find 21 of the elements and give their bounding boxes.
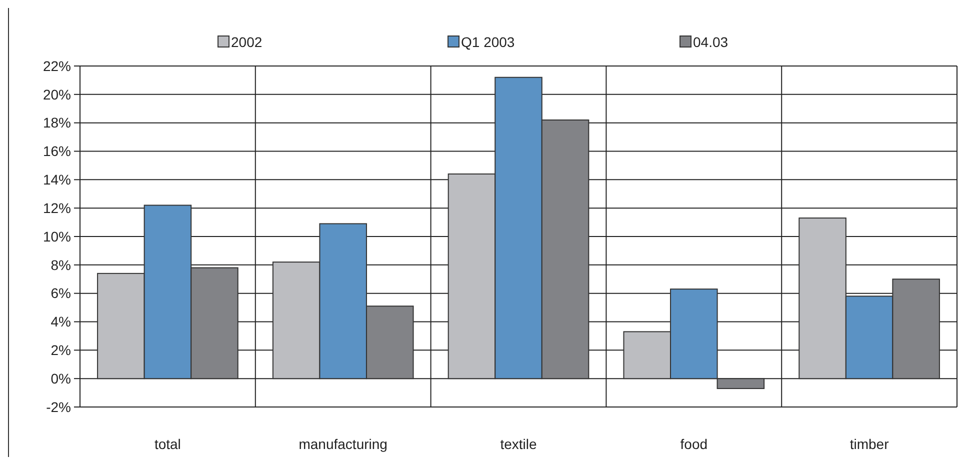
legend-label: Q1 2003 xyxy=(461,34,515,50)
y-tick-label: 14% xyxy=(42,172,71,188)
y-tick-label: 8% xyxy=(50,256,71,273)
legend-label: 2002 xyxy=(231,34,262,50)
x-tick-label: timber xyxy=(850,436,890,452)
y-tick-label: 2% xyxy=(50,342,71,358)
y-tick-label: 22% xyxy=(42,58,71,74)
x-tick-label: textile xyxy=(500,436,537,452)
y-tick-label: 16% xyxy=(42,143,71,160)
x-tick-label: total xyxy=(154,436,181,452)
y-tick-label: 10% xyxy=(42,228,71,244)
y-tick-label: 0% xyxy=(50,370,71,386)
y-tick-label: 18% xyxy=(42,114,71,131)
y-tick-label: 20% xyxy=(42,86,71,102)
x-tick-label: manufacturing xyxy=(298,436,388,452)
y-tick-label: 12% xyxy=(42,200,71,216)
y-tick-label: 6% xyxy=(50,285,71,302)
y-tick-label: -2% xyxy=(46,398,71,415)
legend-label: 04.03 xyxy=(693,34,728,50)
y-tick-label: 4% xyxy=(50,314,71,330)
x-tick-label: food xyxy=(680,436,708,452)
